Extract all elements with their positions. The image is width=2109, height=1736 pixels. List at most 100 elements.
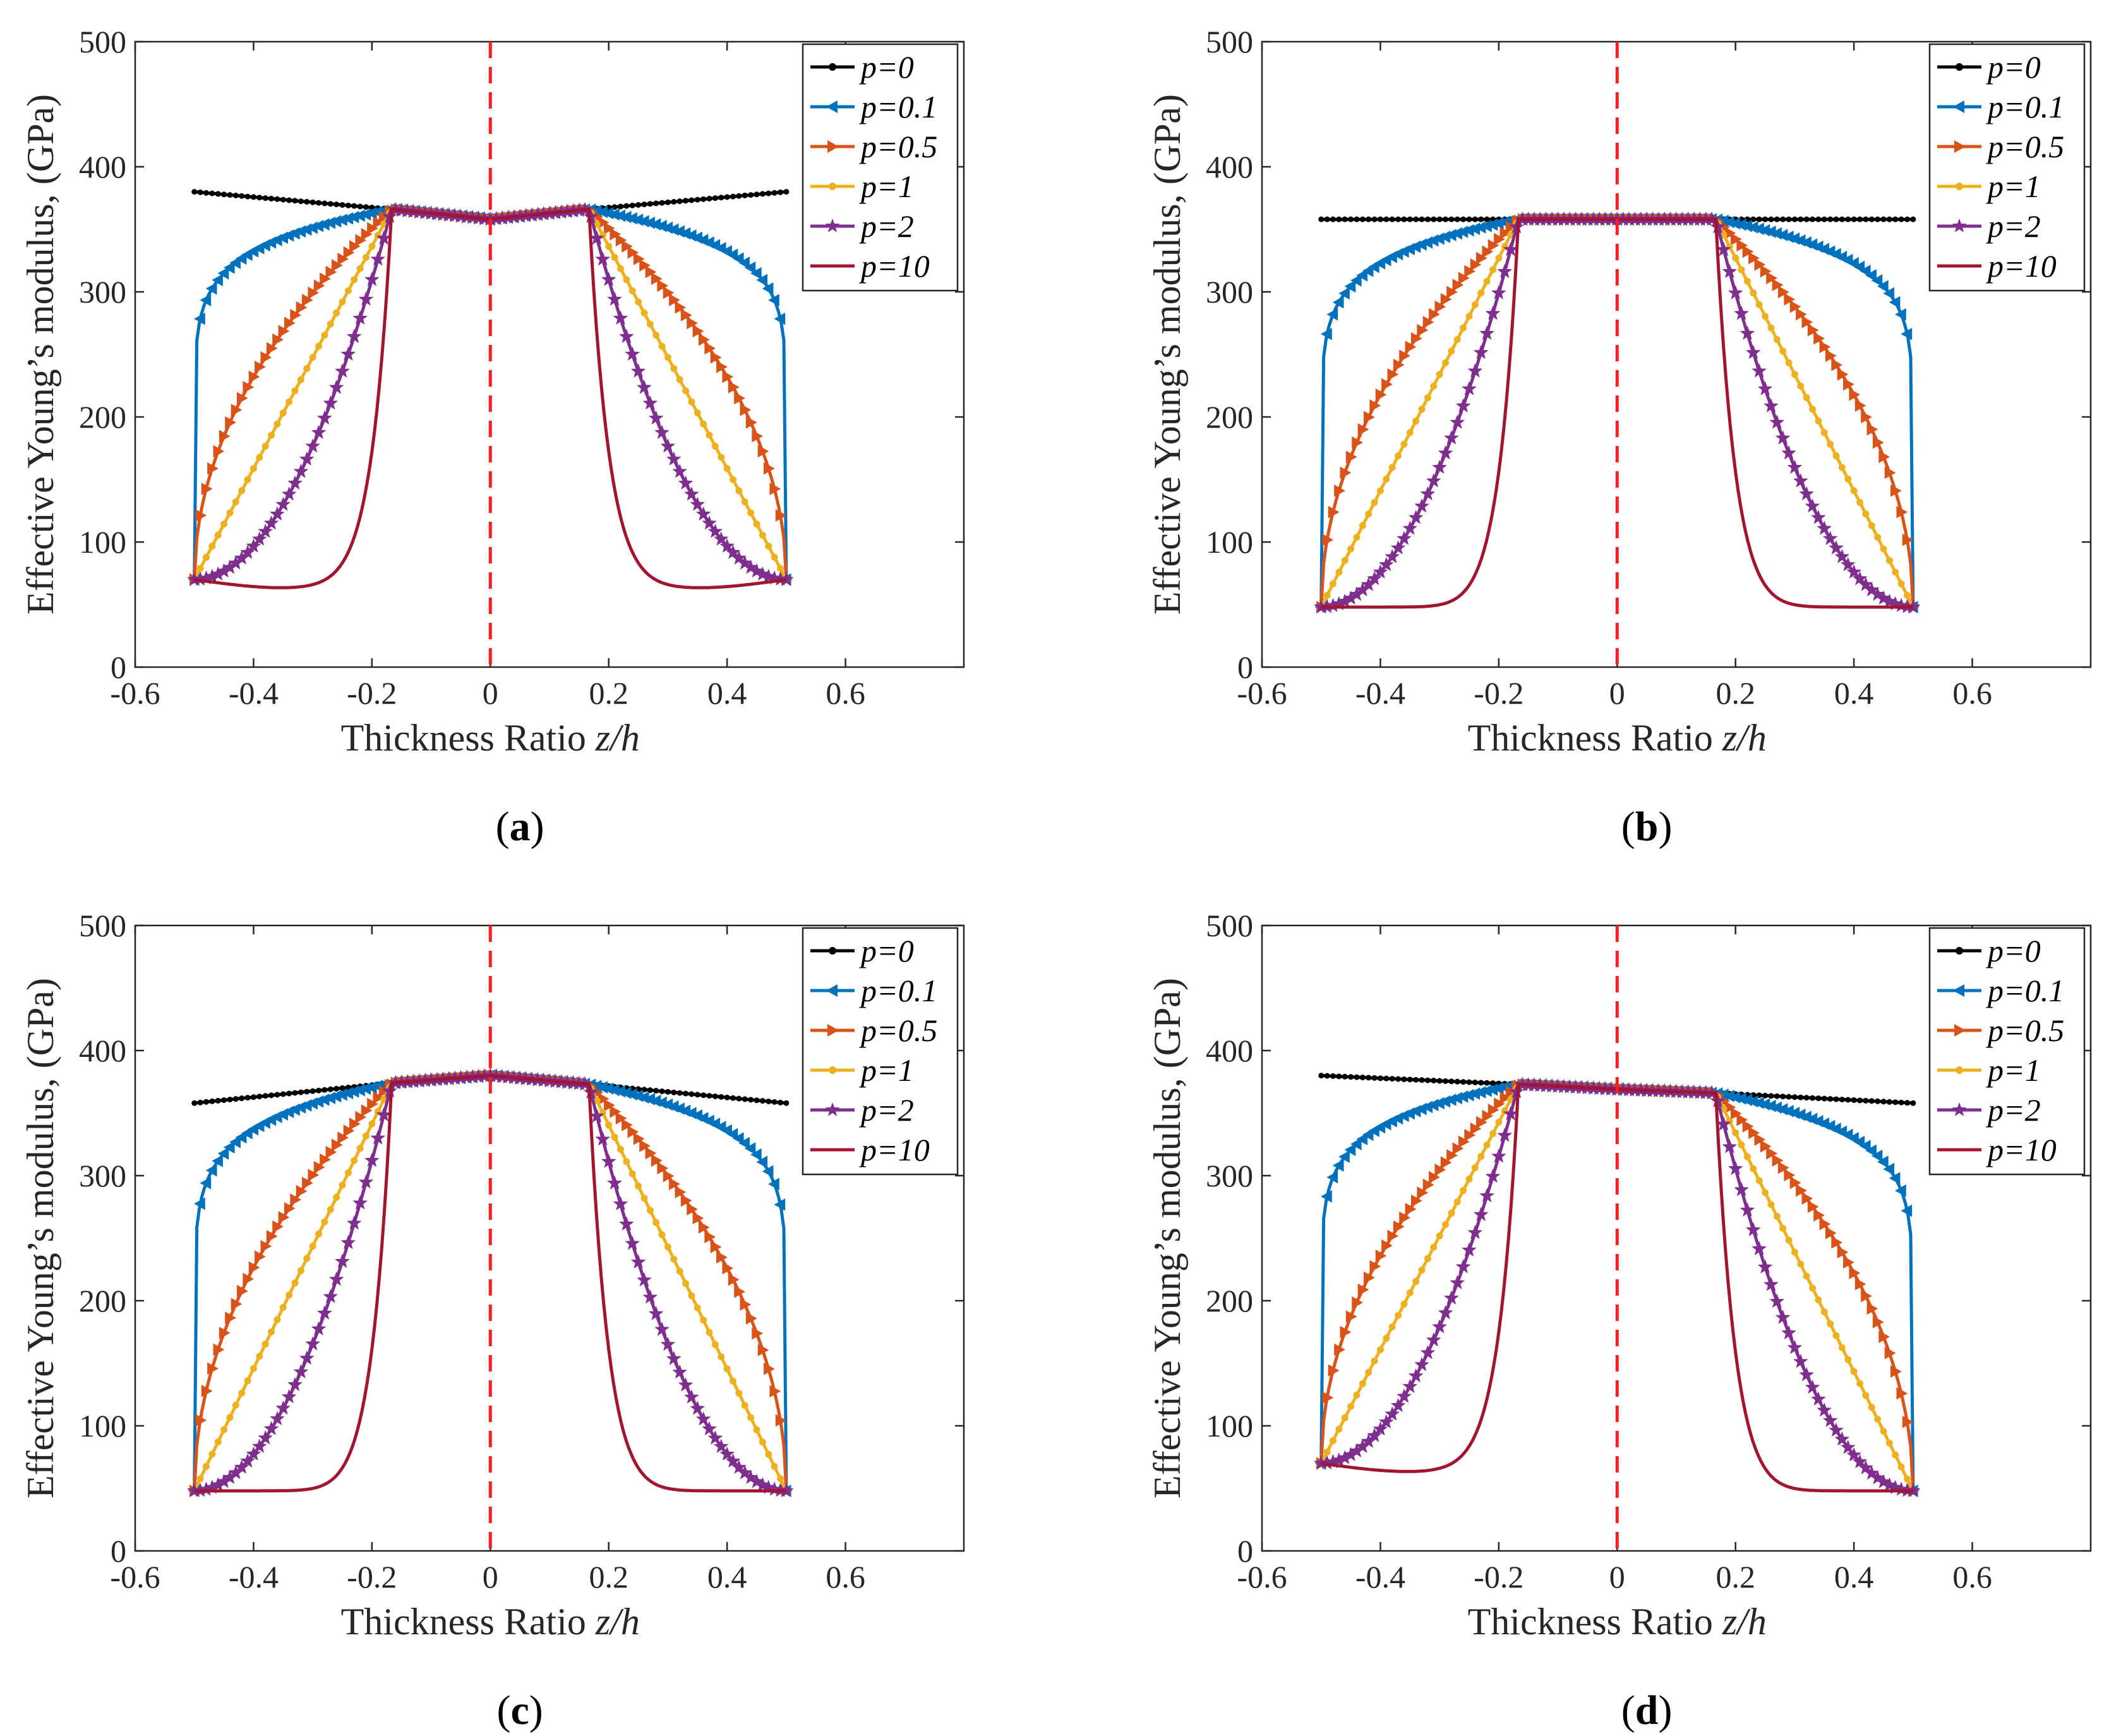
marker [194,1197,205,1210]
marker [1798,216,1804,222]
marker [657,1162,669,1175]
marker [1436,1078,1443,1084]
marker [1344,280,1356,293]
marker [278,1211,290,1224]
marker [1345,450,1357,464]
legend-item: p=10 [1937,1132,2057,1167]
marker [1450,414,1465,429]
marker [1373,564,1388,579]
marker [220,520,228,527]
marker [304,1088,310,1095]
marker [234,1459,249,1474]
marker [601,1154,616,1168]
marker [297,376,304,383]
marker [337,252,349,265]
legend: p=0 p=0.1 p=0.5 p=1 p=2 p=10 [802,927,959,1176]
marker [687,1203,698,1215]
marker [660,1336,676,1351]
marker [1825,349,1837,363]
marker [748,1097,754,1103]
marker [728,381,740,394]
marker [766,1098,772,1104]
marker [339,298,346,306]
marker [1458,1135,1470,1148]
marker [1332,1159,1344,1172]
panel-label: (c) [497,1687,543,1733]
marker [1786,1094,1792,1100]
marker [313,1160,325,1174]
marker [1839,216,1845,222]
marker [261,1341,269,1348]
marker [1436,1232,1443,1239]
marker [1422,316,1434,329]
marker [692,325,704,338]
marker [1365,1368,1373,1376]
marker [313,279,325,292]
marker [1450,1275,1465,1289]
marker [1757,1259,1773,1274]
marker [1722,1138,1738,1154]
marker [706,195,712,202]
marker [1388,464,1396,471]
marker [1815,216,1822,222]
marker [1877,1155,1889,1168]
marker [604,1099,615,1112]
marker [1321,1190,1332,1203]
marker [695,506,711,521]
y-tick-label: 300 [79,274,126,310]
marker [1787,459,1803,474]
marker [208,543,216,550]
marker [1838,464,1846,471]
marker [1460,1186,1467,1194]
marker [1356,269,1368,282]
y-axis-label: Effective Young’s modulus, (GPa) [1146,978,1188,1498]
marker [1750,1165,1757,1172]
marker [732,1132,744,1145]
marker [694,1092,700,1098]
y-axis-label: Effective Young’s modulus, (GPa) [20,978,61,1498]
marker [1324,1073,1330,1079]
marker [1862,1392,1870,1399]
marker [1780,216,1786,222]
marker [1365,510,1373,518]
marker [1784,292,1796,306]
marker [653,1088,659,1094]
marker [315,342,323,350]
series-group [186,1068,794,1498]
marker [1850,487,1858,495]
legend-marker [1953,100,1964,113]
marker [1442,1221,1450,1228]
marker [675,1186,687,1198]
marker [280,196,286,203]
marker [1369,399,1381,412]
marker [1426,473,1441,488]
marker [272,1220,284,1233]
marker [1499,1091,1511,1104]
x-tick-label: -0.2 [347,1559,397,1594]
legend-marker [825,219,840,232]
marker [304,198,310,205]
marker [316,1087,322,1094]
marker [1727,285,1743,299]
marker [331,1138,343,1152]
marker [1904,216,1910,222]
marker [1757,381,1773,395]
marker [640,309,648,316]
marker [368,1120,376,1128]
legend-marker [1953,984,1964,997]
marker [358,1174,374,1189]
marker [195,509,207,522]
x-tick-label: 0 [483,1559,498,1594]
marker [718,1353,725,1361]
marker [1471,1164,1479,1171]
marker [1810,1095,1816,1101]
marker [351,203,358,209]
legend-label: p=0.5 [859,129,937,164]
marker [1487,1103,1499,1116]
marker [1767,324,1775,332]
marker [690,1401,706,1415]
marker [637,1272,652,1287]
legend-item: p=2 [1937,208,2041,244]
marker [1348,1074,1354,1080]
marker [1875,216,1881,222]
